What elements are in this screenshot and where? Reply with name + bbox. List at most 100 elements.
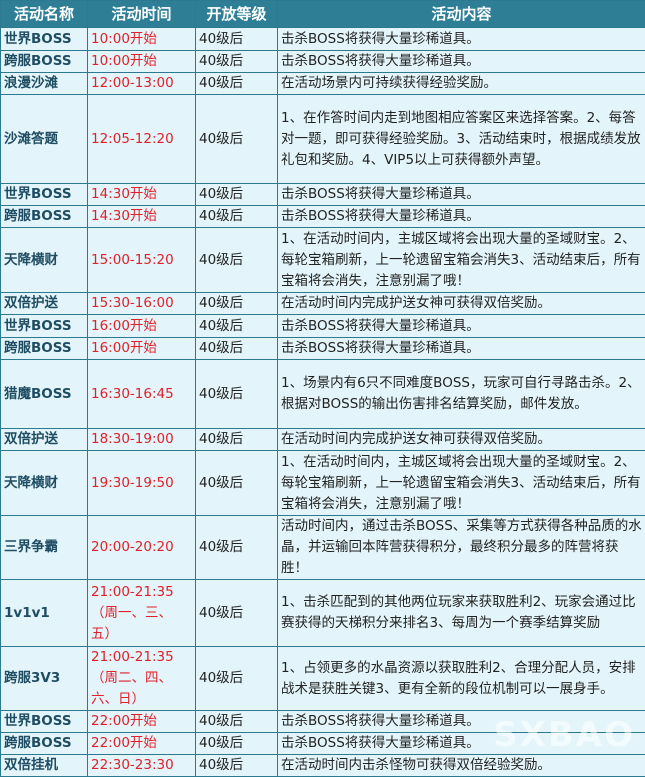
open-level-cell: 40级后 — [195, 754, 278, 777]
table-row: 浪漫沙滩 12:00-13:00 40级后 在活动场景内可持续获得经验奖励。 — [0, 72, 645, 95]
activity-time-cell: 18:30-19:00 — [87, 428, 196, 451]
open-level-cell: 40级后 — [195, 183, 278, 206]
table-row: 跨服BOSS 22:00开始 40级后 击杀BOSS将获得大量珍稀道具。 — [0, 732, 645, 755]
table-row: 1v1v1 21:00-21:35（周一、三、五） 40级后 1、击杀匹配到的其他两位… — [0, 579, 645, 647]
activity-content-cell: 在活动时间内完成护送女神可获得双倍奖励。 — [277, 292, 645, 315]
activity-name-cell: 猎魔BOSS — [0, 359, 88, 429]
activity-name-cell: 双倍护送 — [0, 292, 88, 315]
activity-name-cell: 双倍护送 — [0, 428, 88, 451]
activity-time-cell: 21:00-21:35（周一、三、五） — [87, 579, 196, 647]
activity-name-cell: 沙滩答题 — [0, 94, 88, 184]
table-row: 沙滩答题 12:05-12:20 40级后 1、在作答时间内走到地图相应答案区来选择答… — [0, 94, 645, 184]
open-level-cell: 40级后 — [195, 50, 278, 73]
activity-content-cell: 1、在活动时间内，主城区域将会出现大量的圣域财宝。2、每轮宝箱刷新，上一轮遗留宝… — [277, 450, 645, 516]
open-level-cell: 40级后 — [195, 359, 278, 429]
open-level-cell: 40级后 — [195, 646, 278, 711]
activity-time-cell: 12:00-13:00 — [87, 72, 196, 95]
activity-content-cell: 1、占领更多的水晶资源以获取胜利2、合理分配人员，安排战术是获胜关键3、更有全新… — [277, 646, 645, 711]
open-level-cell: 40级后 — [195, 27, 278, 51]
activity-time-cell: 14:30开始 — [87, 205, 196, 228]
activity-name-cell: 天降横财 — [0, 227, 88, 293]
table-row: 世界BOSS 16:00开始 40级后 击杀BOSS将获得大量珍稀道具。 — [0, 314, 645, 338]
table-row: 天降横财 15:00-15:20 40级后 1、在活动时间内，主城区域将会出现大量的圣… — [0, 227, 645, 293]
activity-time-cell: 16:00开始 — [87, 337, 196, 360]
activity-time-cell: 16:30-16:45 — [87, 359, 196, 429]
open-level-cell: 40级后 — [195, 732, 278, 755]
activity-time-cell: 16:00开始 — [87, 314, 196, 338]
open-level-cell: 40级后 — [195, 94, 278, 184]
table-header-row: 活动名称 活动时间 开放等级 活动内容 — [0, 0, 645, 28]
activity-time-cell: 15:30-16:00 — [87, 292, 196, 315]
activity-content-cell: 击杀BOSS将获得大量珍稀道具。 — [277, 183, 645, 206]
activity-content-cell: 在活动时间内完成护送女神可获得双倍奖励。 — [277, 428, 645, 451]
activity-time-cell: 12:05-12:20 — [87, 94, 196, 184]
activity-content-cell: 在活动场景内可持续获得经验奖励。 — [277, 72, 645, 95]
open-level-cell: 40级后 — [195, 314, 278, 338]
activity-name-cell: 世界BOSS — [0, 710, 88, 733]
open-level-cell: 40级后 — [195, 515, 278, 580]
activity-name-cell: 跨服BOSS — [0, 50, 88, 73]
table-body: 世界BOSS 10:00开始 40级后 击杀BOSS将获得大量珍稀道具。 跨服BOSS 1… — [0, 27, 645, 777]
table-row: 跨服BOSS 10:00开始 40级后 击杀BOSS将获得大量珍稀道具。 — [0, 50, 645, 73]
table-row: 跨服BOSS 16:00开始 40级后 击杀BOSS将获得大量珍稀道具。 — [0, 337, 645, 360]
open-level-cell: 40级后 — [195, 292, 278, 315]
activity-name-cell: 三界争霸 — [0, 515, 88, 580]
activity-name-cell: 跨服3V3 — [0, 646, 88, 711]
activity-content-cell: 击杀BOSS将获得大量珍稀道具。 — [277, 27, 645, 51]
header-activity-name: 活动名称 — [0, 0, 88, 28]
header-activity-time: 活动时间 — [87, 0, 196, 28]
table-row: 三界争霸 20:00-20:20 40级后 活动时间内，通过击杀BOSS、采集等方式获… — [0, 515, 645, 580]
table-row: 双倍护送 18:30-19:00 40级后 在活动时间内完成护送女神可获得双倍奖励。 — [0, 428, 645, 451]
activity-content-cell: 在活动时间内击杀怪物可获得双倍经验奖励。 — [277, 754, 645, 777]
table-row: 双倍护送 15:30-16:00 40级后 在活动时间内完成护送女神可获得双倍奖励。 — [0, 292, 645, 315]
activity-time-cell: 20:00-20:20 — [87, 515, 196, 580]
activity-name-cell: 世界BOSS — [0, 183, 88, 206]
open-level-cell: 40级后 — [195, 205, 278, 228]
table-row: 猎魔BOSS 16:30-16:45 40级后 1、场景内有6只不同难度BOSS，玩家… — [0, 359, 645, 429]
activity-name-cell: 双倍挂机 — [0, 754, 88, 777]
open-level-cell: 40级后 — [195, 710, 278, 733]
activity-name-cell: 跨服BOSS — [0, 732, 88, 755]
activity-name-cell: 浪漫沙滩 — [0, 72, 88, 95]
activity-name-cell: 天降横财 — [0, 450, 88, 516]
activity-content-cell: 1、在作答时间内走到地图相应答案区来选择答案。2、每答对一题，即可获得经验奖励。… — [277, 94, 645, 184]
table-row: 世界BOSS 14:30开始 40级后 击杀BOSS将获得大量珍稀道具。 — [0, 183, 645, 206]
table-row: 天降横财 19:30-19:50 40级后 1、在活动时间内，主城区域将会出现大量的圣… — [0, 450, 645, 516]
activity-name-cell: 跨服BOSS — [0, 337, 88, 360]
table-row: 跨服3V3 21:00-21:35（周二、四、六、日） 40级后 1、占领更多的水晶资… — [0, 646, 645, 711]
activity-content-cell: 1、场景内有6只不同难度BOSS，玩家可自行寻路击杀。2、根据对BOSS的输出伤… — [277, 359, 645, 429]
activity-time-cell: 10:00开始 — [87, 27, 196, 51]
activity-content-cell: 1、在活动时间内，主城区域将会出现大量的圣域财宝。2、每轮宝箱刷新，上一轮遗留宝… — [277, 227, 645, 293]
activity-name-cell: 世界BOSS — [0, 314, 88, 338]
activity-name-cell: 世界BOSS — [0, 27, 88, 51]
table-row: 世界BOSS 10:00开始 40级后 击杀BOSS将获得大量珍稀道具。 — [0, 27, 645, 51]
table-row: 双倍挂机 22:30-23:30 40级后 在活动时间内击杀怪物可获得双倍经验奖励。 — [0, 754, 645, 777]
activity-name-cell: 跨服BOSS — [0, 205, 88, 228]
open-level-cell: 40级后 — [195, 428, 278, 451]
activity-time-cell: 14:30开始 — [87, 183, 196, 206]
activity-time-cell: 10:00开始 — [87, 50, 196, 73]
open-level-cell: 40级后 — [195, 72, 278, 95]
activity-time-cell: 22:30-23:30 — [87, 754, 196, 777]
table-row: 世界BOSS 22:00开始 40级后 击杀BOSS将获得大量珍稀道具。 — [0, 710, 645, 733]
table-row: 跨服BOSS 14:30开始 40级后 击杀BOSS将获得大量珍稀道具。 — [0, 205, 645, 228]
activity-time-cell: 19:30-19:50 — [87, 450, 196, 516]
activity-content-cell: 击杀BOSS将获得大量珍稀道具。 — [277, 732, 645, 755]
activity-content-cell: 击杀BOSS将获得大量珍稀道具。 — [277, 50, 645, 73]
activity-content-cell: 活动时间内，通过击杀BOSS、采集等方式获得各种品质的水晶，并运输回本阵营获得积… — [277, 515, 645, 580]
activity-content-cell: 击杀BOSS将获得大量珍稀道具。 — [277, 314, 645, 338]
header-activity-content: 活动内容 — [277, 0, 645, 28]
activity-time-cell: 15:00-15:20 — [87, 227, 196, 293]
open-level-cell: 40级后 — [195, 450, 278, 516]
activity-name-cell: 1v1v1 — [0, 579, 88, 647]
activity-time-cell: 21:00-21:35（周二、四、六、日） — [87, 646, 196, 711]
open-level-cell: 40级后 — [195, 579, 278, 647]
activity-content-cell: 击杀BOSS将获得大量珍稀道具。 — [277, 337, 645, 360]
activity-content-cell: 击杀BOSS将获得大量珍稀道具。 — [277, 205, 645, 228]
activity-time-cell: 22:00开始 — [87, 710, 196, 733]
activity-content-cell: 1、击杀匹配到的其他两位玩家来获取胜利2、玩家会通过比赛获得的天梯积分来排名3、… — [277, 579, 645, 647]
activity-time-cell: 22:00开始 — [87, 732, 196, 755]
open-level-cell: 40级后 — [195, 227, 278, 293]
activity-content-cell: 击杀BOSS将获得大量珍稀道具。 — [277, 710, 645, 733]
